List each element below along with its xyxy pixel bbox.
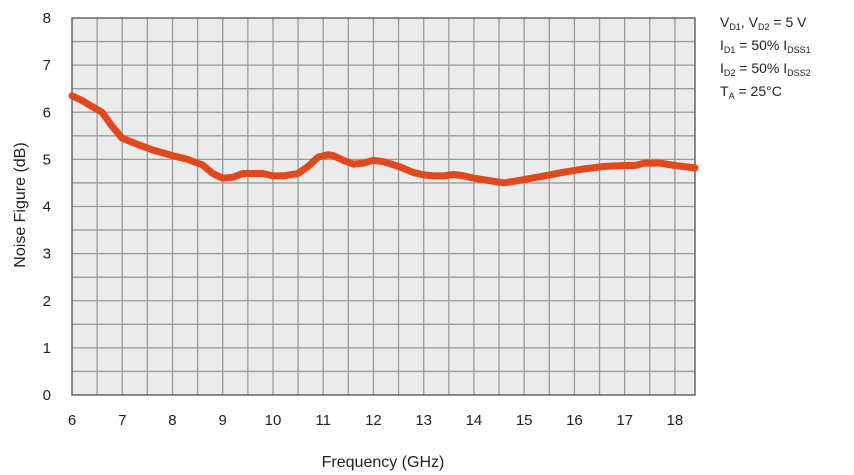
- y-tick-label: 6: [43, 104, 51, 121]
- x-axis-title: Frequency (GHz): [322, 454, 445, 471]
- x-tick-label: 10: [265, 412, 282, 429]
- x-tick-label: 7: [118, 412, 126, 429]
- y-tick-label: 8: [43, 10, 51, 27]
- cond-text: = 50% I: [735, 37, 788, 53]
- cond-subscript: DSS2: [787, 68, 811, 78]
- cond-text: V: [720, 14, 730, 30]
- cond-text: = 25°C: [734, 83, 782, 99]
- plot-frame: [71, 17, 696, 396]
- cond-subscript: A: [728, 91, 735, 101]
- condition-current-2: ID2 = 50% IDSS2: [720, 59, 811, 78]
- cond-subscript: D1: [729, 22, 741, 32]
- y-tick-label: 2: [43, 293, 51, 310]
- y-tick-label: 7: [43, 57, 51, 74]
- y-tick-labels: 0 1 2 3 4 5 6 7 8: [43, 10, 51, 404]
- noise-figure-series-line: [68, 92, 699, 187]
- x-tick-label: 8: [168, 412, 176, 429]
- cond-text: I: [720, 60, 724, 76]
- y-tick-label: 5: [43, 151, 51, 168]
- x-tick-label: 18: [667, 412, 684, 429]
- y-axis-title: Noise Figure (dB): [12, 142, 29, 267]
- x-tick-label: 6: [68, 412, 76, 429]
- condition-temperature: TA = 25°C: [720, 82, 782, 101]
- cond-subscript: D2: [757, 22, 770, 32]
- cond-subscript: D2: [723, 68, 736, 78]
- condition-voltage: VD1, VD2 = 5 V: [720, 13, 807, 32]
- y-tick-label: 0: [43, 387, 51, 404]
- x-tick-label: 9: [219, 412, 227, 429]
- cond-subscript: D1: [723, 45, 736, 55]
- x-tick-label: 15: [516, 412, 533, 429]
- cond-text: T: [720, 83, 729, 99]
- y-tick-label: 3: [43, 246, 51, 263]
- cond-text: = 5 V: [769, 14, 807, 30]
- condition-current-1: ID1 = 50% IDSS1: [720, 36, 811, 55]
- cond-subscript: DSS1: [787, 45, 811, 55]
- y-tick-label: 1: [43, 340, 51, 357]
- x-tick-label: 13: [415, 412, 432, 429]
- x-tick-label: 16: [566, 412, 583, 429]
- cond-text: I: [720, 37, 724, 53]
- y-tick-label: 4: [43, 199, 51, 216]
- x-tick-label: 11: [315, 412, 331, 429]
- cond-text: , V: [740, 14, 758, 30]
- cond-text: = 50% I: [735, 60, 788, 76]
- x-tick-label: 14: [466, 412, 483, 429]
- x-tick-labels: 6 7 8 9 10 11 12 13 14 15 16 17 18: [68, 412, 683, 429]
- x-tick-label: 17: [616, 412, 633, 429]
- x-tick-label: 12: [365, 412, 382, 429]
